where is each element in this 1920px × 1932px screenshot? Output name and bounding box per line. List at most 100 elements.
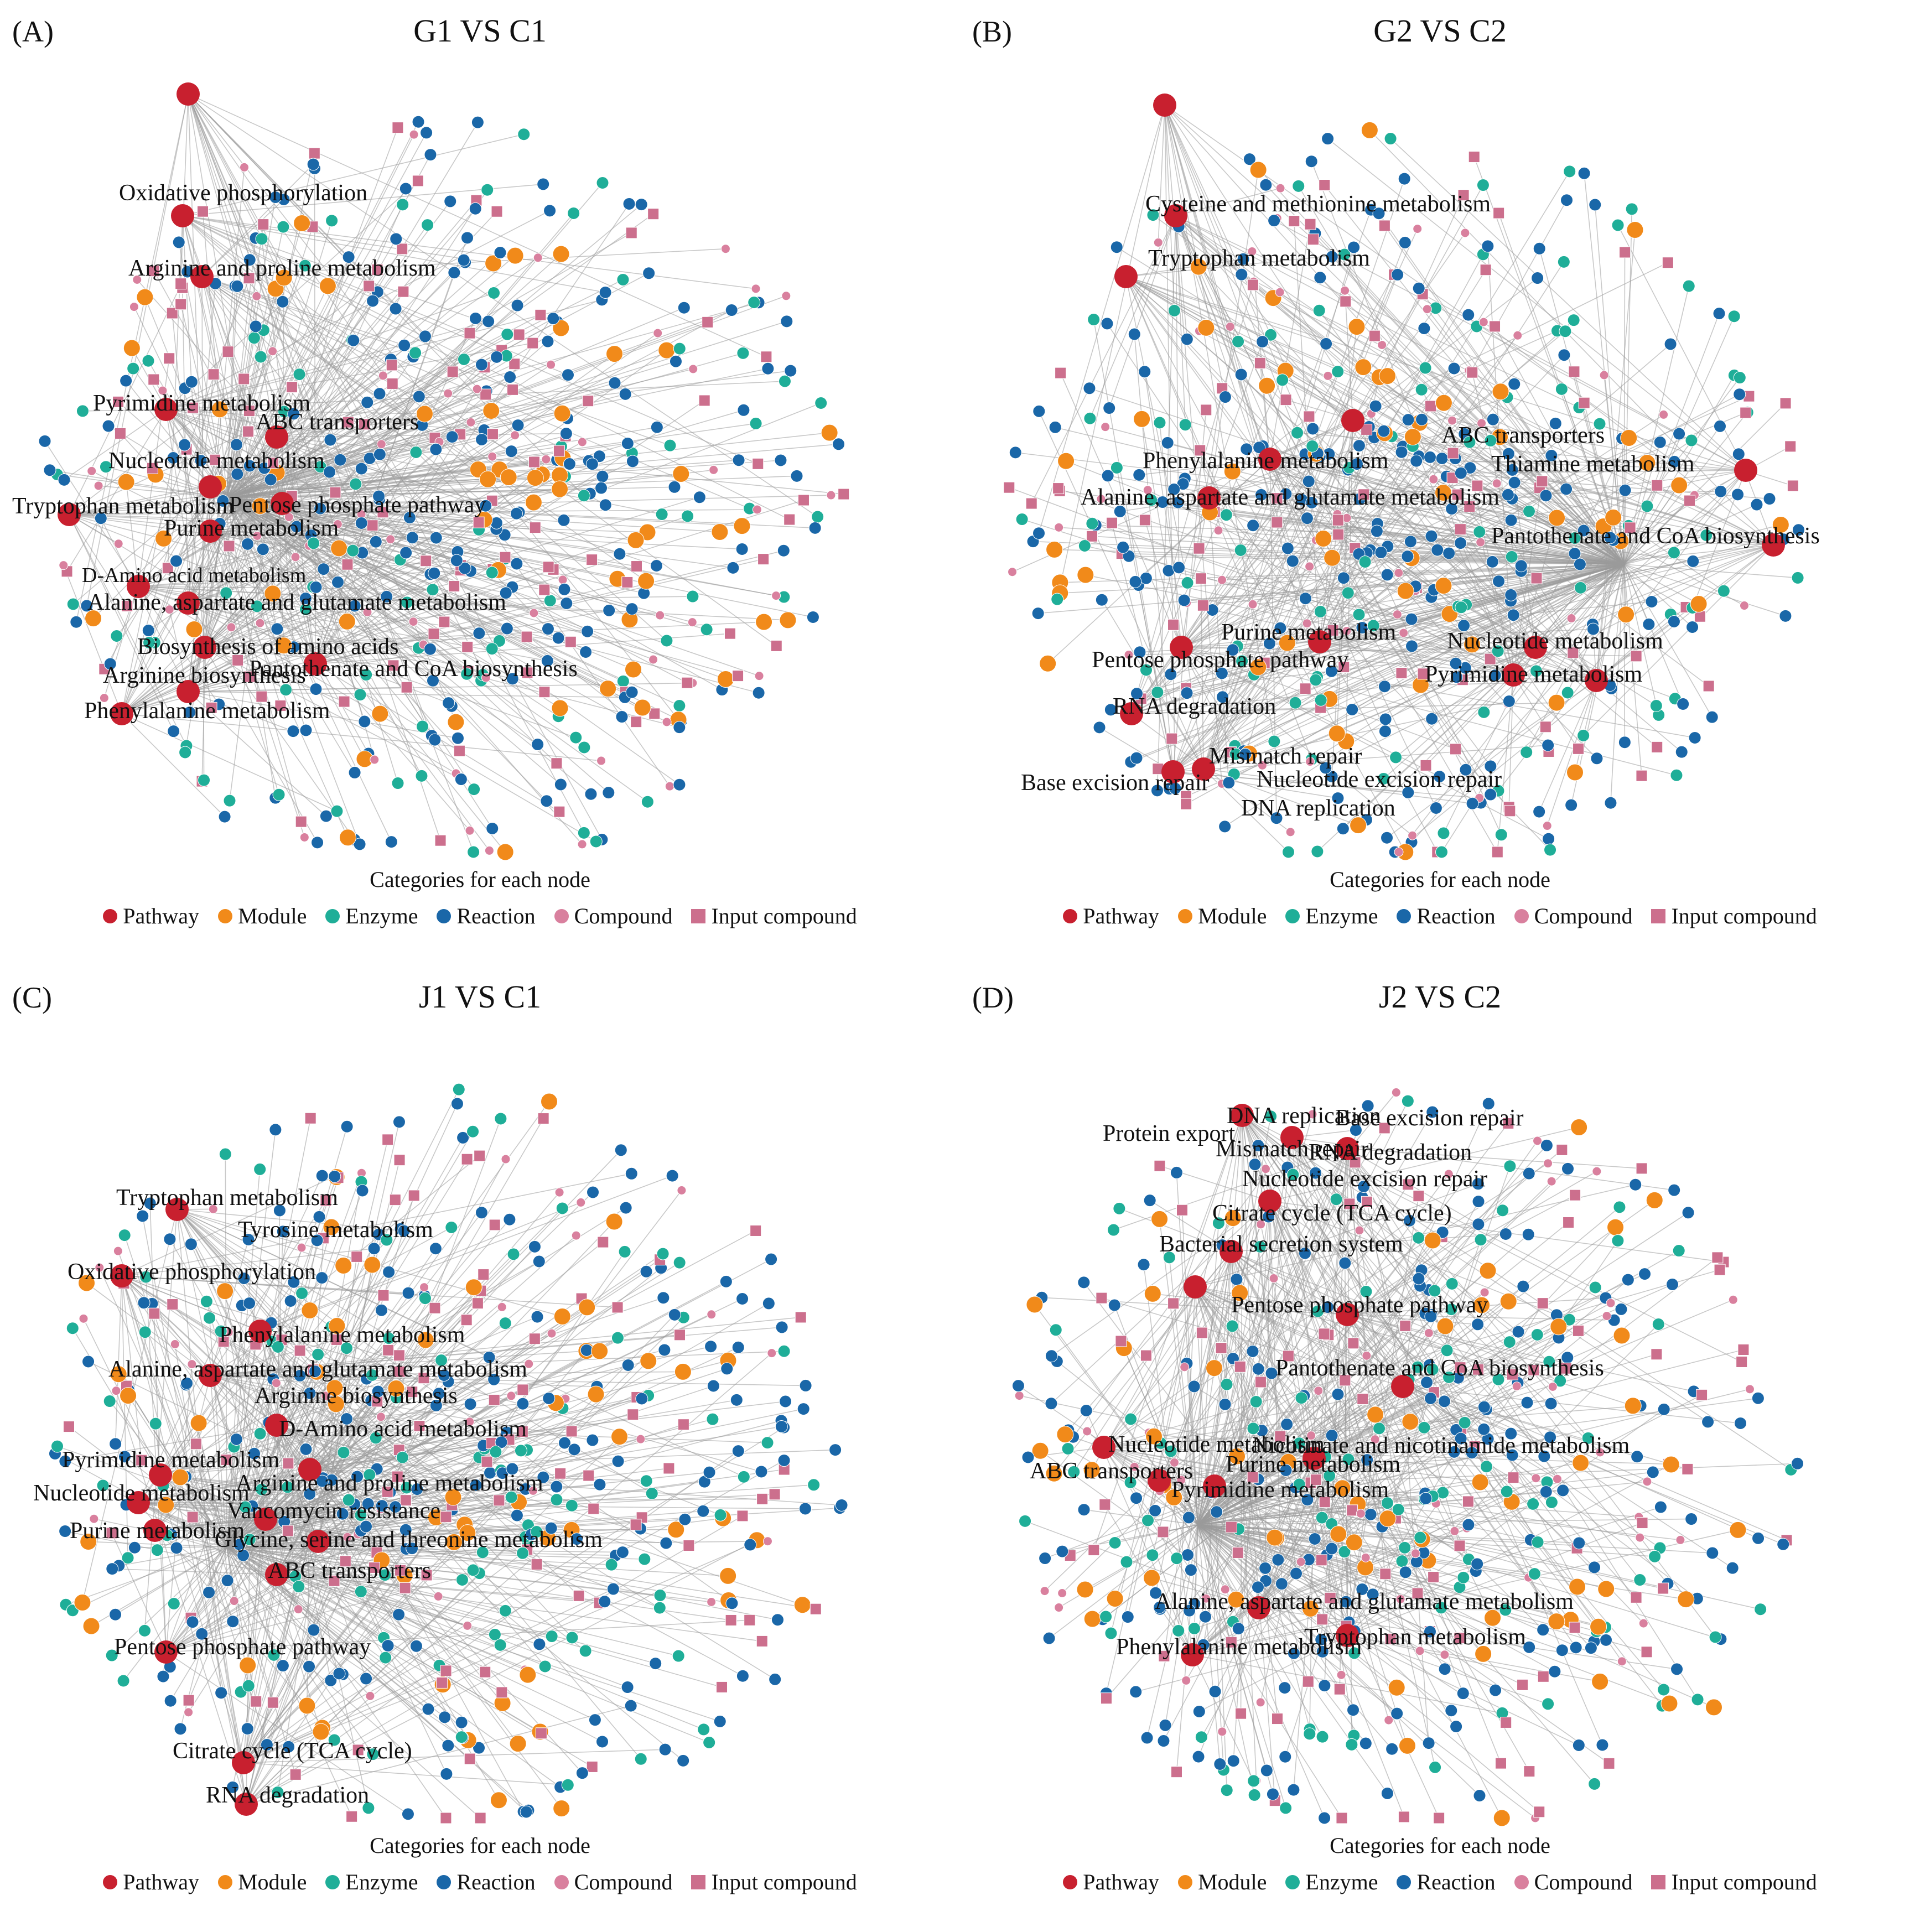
input-compound-node [597, 1236, 609, 1248]
reaction-node [649, 1657, 662, 1670]
enzyme-node [1220, 508, 1233, 522]
reaction-node [230, 438, 243, 451]
reaction-node [454, 773, 468, 786]
pathway-node [1197, 486, 1221, 510]
enzyme-node [655, 508, 668, 521]
reaction-node [1254, 488, 1268, 501]
module-node [1328, 725, 1346, 742]
network-edge [138, 1502, 366, 1527]
pathway-label: Base excision repair [1021, 770, 1210, 796]
network-edge [1244, 420, 1353, 755]
input-compound-node [473, 516, 485, 528]
reaction-node [1415, 413, 1429, 426]
reaction-node [315, 1474, 329, 1488]
legend-label: Pathway [123, 1869, 199, 1894]
network-edge [1623, 425, 1721, 565]
reaction-node [429, 531, 443, 544]
compound-node [443, 388, 453, 398]
reaction-node [1210, 1505, 1223, 1519]
input-compound-node [535, 309, 547, 321]
reaction-node [727, 561, 740, 574]
reaction-node [1454, 466, 1467, 480]
module-node [326, 1379, 344, 1397]
input-compound-node [479, 1666, 491, 1678]
module-node [172, 1468, 189, 1486]
network-edge [1402, 1386, 1607, 1640]
input-compound-node [513, 329, 525, 341]
compound-node [762, 1536, 772, 1546]
enzyme-node [1314, 693, 1327, 707]
input-compound-node [1539, 721, 1551, 733]
input-compound-node [474, 1812, 486, 1824]
network-edge [1103, 1447, 1640, 1538]
input-compound-node [486, 428, 499, 440]
compound-node [1739, 601, 1749, 611]
module-node [190, 1414, 207, 1432]
reaction-node [1259, 1561, 1272, 1575]
reaction-node [43, 464, 56, 477]
pathway-label: Mismatch repair [1209, 744, 1362, 769]
network-edge [226, 211, 497, 498]
network-edge [226, 348, 680, 498]
module-node [1705, 1699, 1722, 1716]
compound-swatch-icon [554, 908, 569, 923]
network-edge [138, 1502, 733, 1604]
enzyme-node [1418, 1421, 1431, 1434]
compound-node [1444, 1169, 1454, 1179]
enzyme-node [641, 795, 654, 808]
pathway-label: Alanine, aspartate and glutamate metabol… [1081, 485, 1499, 510]
input-compound-node [243, 671, 256, 683]
input-compound-node [377, 506, 389, 518]
network-edge [1347, 1148, 1698, 1700]
reaction-node [1171, 496, 1185, 509]
input-compound-node [461, 1153, 473, 1165]
reaction-node [1412, 282, 1425, 295]
input-compound-node [1106, 517, 1118, 529]
input-compound-node [795, 1311, 807, 1323]
legend-title: Categories for each node [370, 1833, 590, 1858]
network-edge [1197, 1524, 1398, 1714]
network-edge [309, 1469, 533, 1492]
legend-title: Categories for each node [1330, 867, 1550, 892]
network-edge [121, 259, 251, 714]
network-edge [282, 355, 507, 504]
network-edge [1164, 105, 1502, 835]
network-edge [138, 1502, 816, 1610]
reaction-node [835, 1498, 848, 1512]
module-node [541, 1093, 558, 1110]
reaction-node [1425, 712, 1439, 725]
reaction-node [1751, 1391, 1765, 1405]
network-edge [206, 1301, 266, 1520]
reaction-node [541, 654, 554, 667]
enzyme-node [1348, 1647, 1361, 1660]
reaction-node [615, 710, 629, 724]
network-edge [210, 531, 538, 745]
network-edge [226, 1437, 376, 1547]
enzyme-node [616, 674, 630, 688]
compound-node [1269, 1274, 1279, 1284]
compound-node [1153, 237, 1163, 247]
network-edge [1320, 277, 1625, 565]
network-edge [1181, 601, 1652, 648]
network-edge [276, 1425, 689, 1546]
reaction-node [1280, 1417, 1294, 1431]
compound-node [99, 693, 109, 703]
network-edge [1197, 1524, 1480, 1796]
enzyme-node [1124, 1476, 1137, 1489]
enzyme-node [200, 1295, 213, 1308]
pathway-node [1164, 204, 1187, 227]
module-node [553, 404, 571, 422]
pathway-node [1341, 409, 1364, 432]
reaction-node [1586, 622, 1600, 636]
enzyme-node [330, 804, 344, 818]
network-edge [243, 1762, 568, 1786]
module-node [719, 1567, 737, 1585]
reaction-node [1688, 731, 1701, 744]
input-compound-node [1578, 397, 1590, 409]
enzyme-node [814, 397, 828, 410]
input-compound-node [756, 1493, 769, 1505]
reaction-node [1604, 531, 1617, 544]
reaction-node [1471, 1557, 1484, 1571]
network-edge [1269, 262, 1668, 460]
network-edge [1172, 409, 1207, 772]
